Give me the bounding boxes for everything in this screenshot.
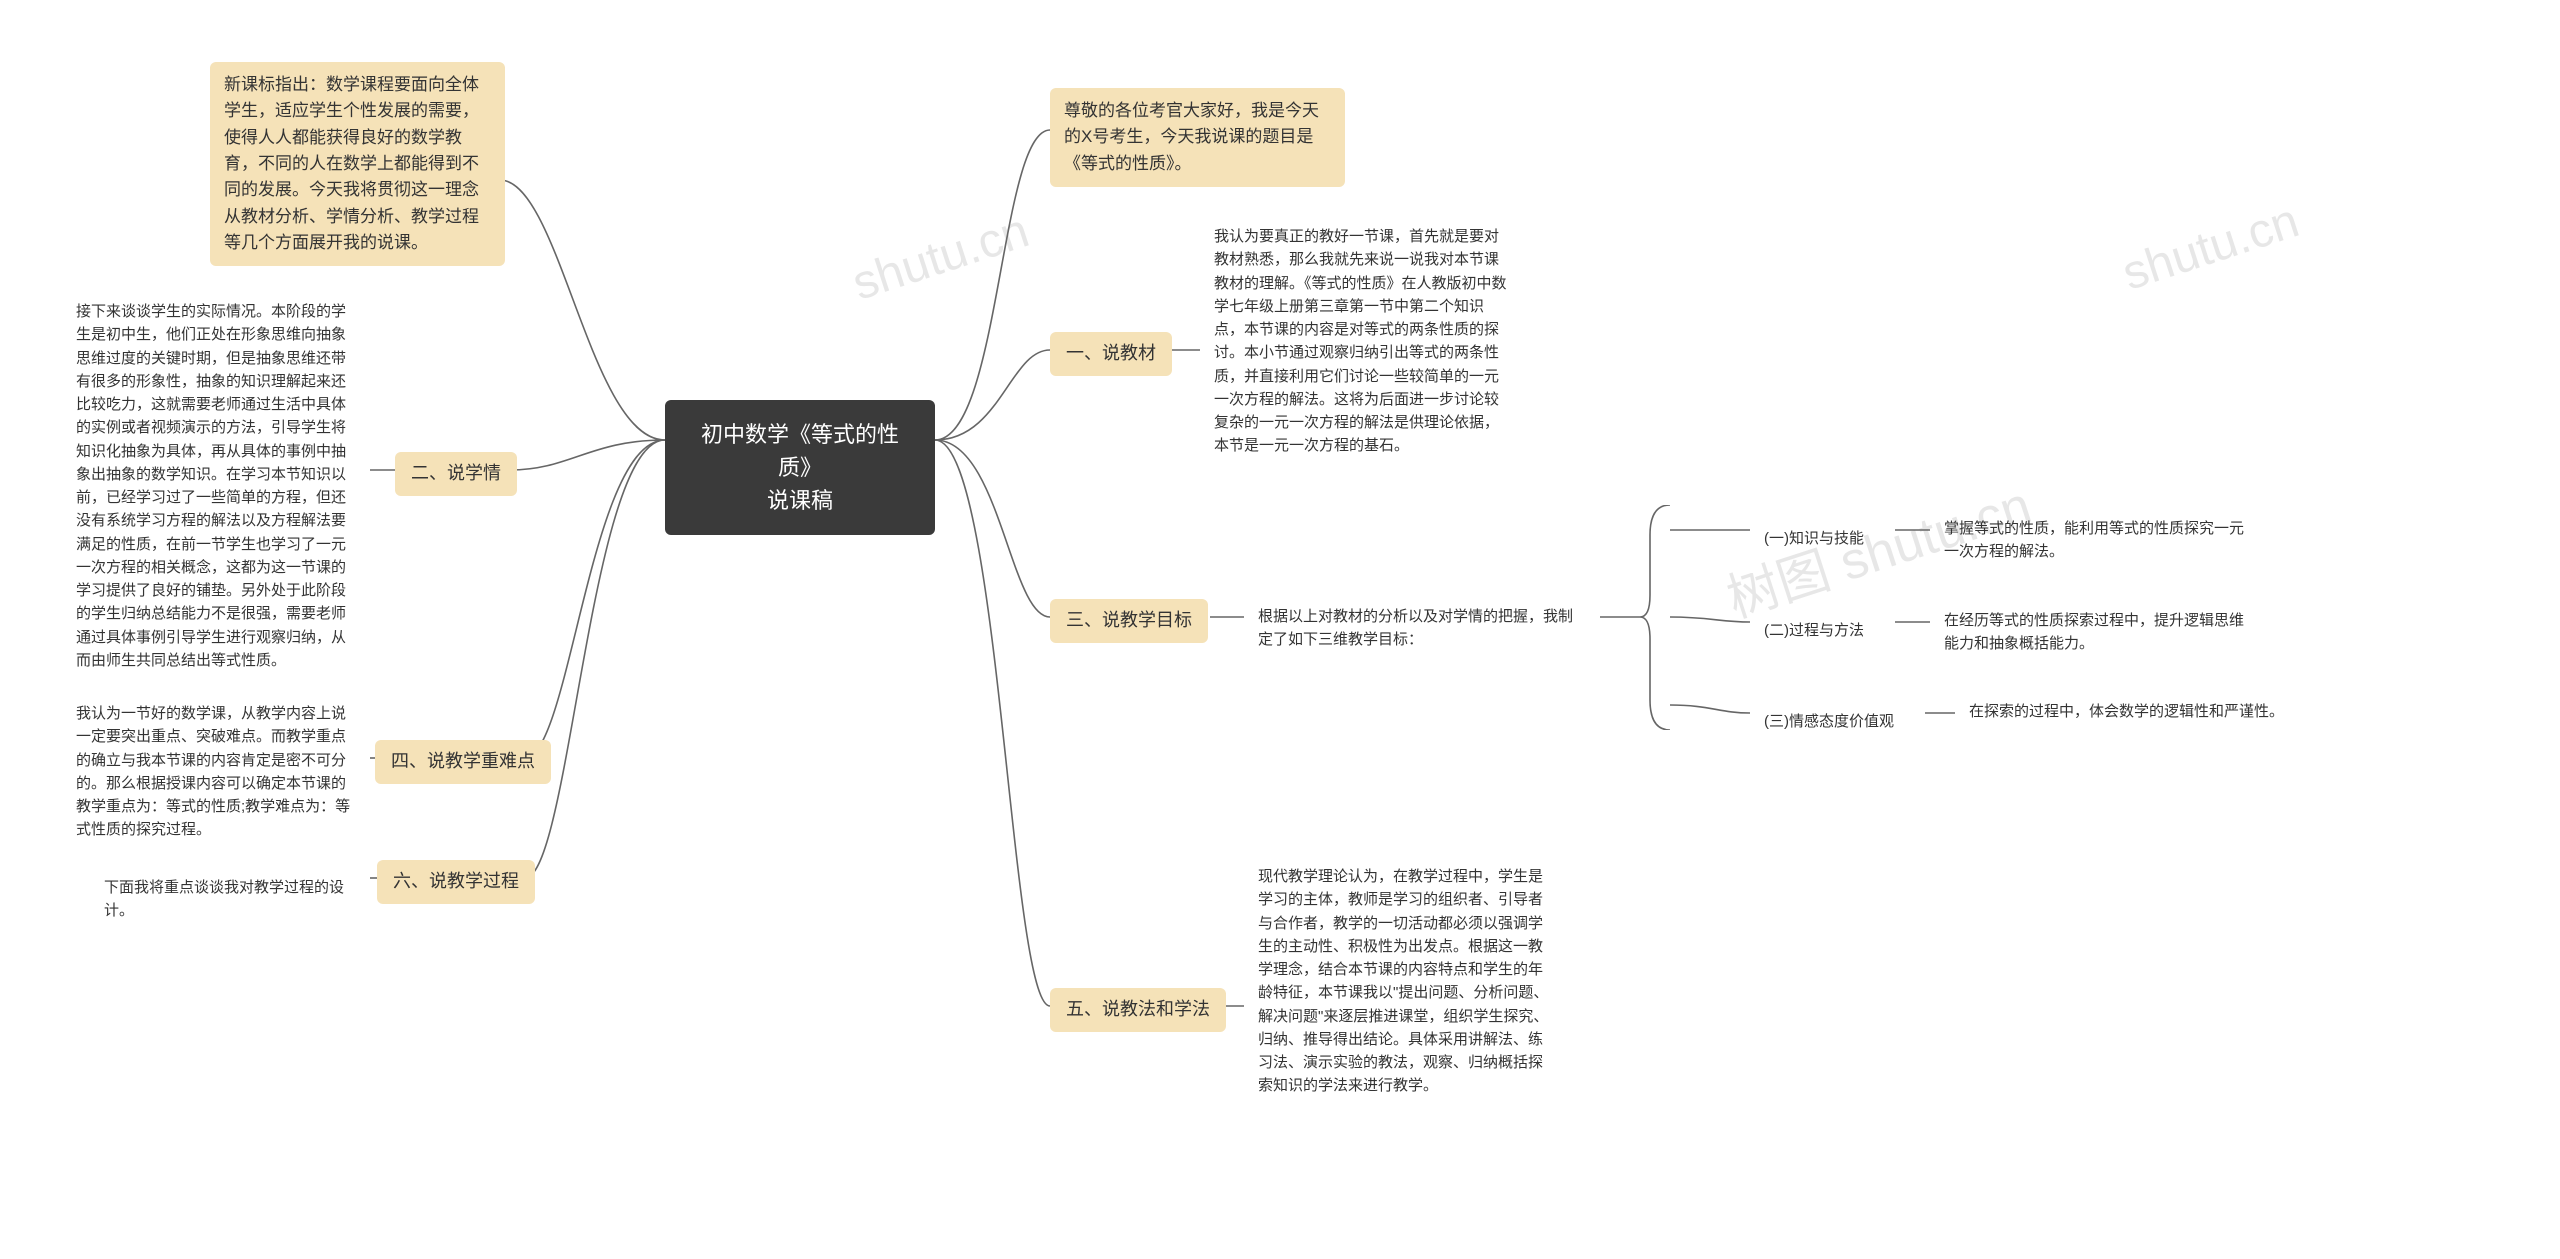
sec1-body: 我认为要真正的教好一节课，首先就是要对教材熟悉，那么我就先来说一说我对本节课教材…: [1200, 215, 1525, 468]
sec4-body: 我认为一节好的数学课，从教学内容上说一定要突出重点、突破难点。而教学重点的确立与…: [62, 692, 372, 852]
watermark-1: shutu.cn: [846, 203, 1036, 311]
root-node: 初中数学《等式的性质》 说课稿: [665, 400, 935, 535]
right-greet: 尊敬的各位考官大家好，我是今天的X号考生，今天我说课的题目是《等式的性质》。: [1050, 88, 1345, 187]
sec2-body: 接下来谈谈学生的实际情况。本阶段的学生是初中生，他们正处在形象思维向抽象思维过度…: [62, 290, 372, 682]
root-line1: 初中数学《等式的性质》: [687, 418, 913, 484]
sec3-label: 三、说教学目标: [1050, 599, 1208, 643]
sec2-label: 二、说学情: [395, 452, 517, 496]
sec3-body: 根据以上对教材的分析以及对学情的把握，我制定了如下三维教学目标：: [1244, 595, 1599, 662]
sec1-label: 一、说教材: [1050, 332, 1172, 376]
sec3-g1-text: 掌握等式的性质，能利用等式的性质探究一元一次方程的解法。: [1930, 507, 2270, 574]
sec3-g1-head: (一)知识与技能: [1750, 517, 1878, 560]
sec3-bracket: [1640, 505, 1675, 730]
sec3-g2-text: 在经历等式的性质探索过程中，提升逻辑思维能力和抽象概括能力。: [1930, 599, 2270, 666]
sec6-label: 六、说教学过程: [377, 860, 535, 904]
watermark-2: shutu.cn: [2116, 193, 2306, 301]
sec5-label: 五、说教法和学法: [1050, 988, 1226, 1032]
root-line2: 说课稿: [687, 484, 913, 517]
sec6-body: 下面我将重点谈谈我对教学过程的设计。: [90, 866, 375, 933]
sec3-g3-text: 在探索的过程中，体会数学的逻辑性和严谨性。: [1955, 690, 2305, 733]
sec3-g3-head: (三)情感态度价值观: [1750, 700, 1908, 743]
sec5-body: 现代教学理论认为，在教学过程中，学生是学习的主体，教师是学习的组织者、引导者与合…: [1244, 855, 1569, 1108]
sec3-g2-head: (二)过程与方法: [1750, 609, 1878, 652]
sec4-label: 四、说教学重难点: [375, 740, 551, 784]
left-intro: 新课标指出：数学课程要面向全体学生，适应学生个性发展的需要，使得人人都能获得良好…: [210, 62, 505, 266]
